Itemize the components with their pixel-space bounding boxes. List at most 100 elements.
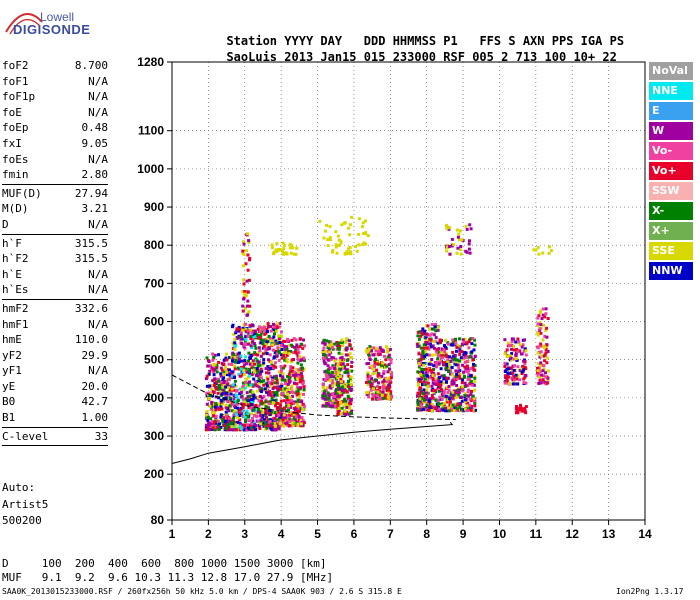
scatter-point <box>228 368 231 372</box>
scatter-point <box>384 358 388 362</box>
scatter-point <box>511 382 515 386</box>
scatter-point <box>277 413 281 417</box>
scatter-point <box>449 359 453 363</box>
scatter-point <box>508 343 512 347</box>
scatter-point <box>232 416 236 420</box>
scatter-point <box>473 380 477 384</box>
scatter-point <box>455 407 459 411</box>
scatter-point <box>345 250 349 254</box>
scatter-point <box>227 362 231 366</box>
scatter-point <box>296 361 300 365</box>
param-value: N/A <box>88 152 108 166</box>
scatter-point <box>261 401 265 405</box>
scatter-point <box>324 378 327 381</box>
scatter-point <box>505 379 509 383</box>
scatter-point <box>467 242 471 246</box>
scatter-point <box>270 396 274 400</box>
scatter-point <box>276 322 280 326</box>
scatter-point <box>244 338 248 342</box>
scatter-point <box>224 414 228 418</box>
param-name: foEs <box>2 152 29 166</box>
param-row: D N/A <box>2 217 108 233</box>
scatter-point <box>292 391 296 395</box>
scatter-point <box>365 349 369 352</box>
scatter-point <box>442 381 446 385</box>
scatter-point <box>430 409 434 412</box>
scatter-point <box>323 353 327 357</box>
scatter-point <box>426 381 430 385</box>
scatter-point <box>326 346 330 349</box>
scatter-point <box>468 377 471 381</box>
scatter-point <box>259 422 263 426</box>
scatter-point <box>232 398 236 402</box>
scatter-point <box>260 369 264 373</box>
scatter-point <box>420 396 424 400</box>
scatter-point <box>252 370 256 374</box>
scatter-point <box>246 335 250 338</box>
scatter-point <box>434 353 438 357</box>
scatter-point <box>541 369 545 373</box>
x-tick-label: 3 <box>241 527 248 541</box>
scatter-point <box>244 336 248 340</box>
scatter-point <box>223 421 227 425</box>
scatter-point <box>234 393 238 397</box>
scatter-point <box>422 343 426 347</box>
scatter-point <box>329 386 333 390</box>
scatter-point <box>376 397 380 401</box>
scatter-point <box>457 374 461 378</box>
scatter-point <box>523 347 527 351</box>
scatter-point <box>248 390 252 394</box>
scatter-point <box>440 374 444 378</box>
scatter-point <box>429 345 433 349</box>
scatter-point <box>452 243 456 247</box>
scatter-point <box>437 402 441 406</box>
scatter-point <box>212 355 216 359</box>
scatter-point <box>538 369 542 373</box>
scatter-point <box>541 378 545 382</box>
scatter-point <box>340 358 344 361</box>
scatter-point <box>430 384 434 388</box>
scatter-point <box>345 368 349 372</box>
scatter-point <box>251 338 255 342</box>
param-name: h`E <box>2 267 22 281</box>
scatter-point <box>456 403 460 407</box>
scatter-point <box>438 395 442 399</box>
scatter-point <box>448 397 452 401</box>
scatter-point <box>290 399 293 403</box>
scatter-point <box>301 381 305 385</box>
scatter-point <box>510 376 514 380</box>
scatter-point <box>422 374 426 378</box>
scatter-point <box>463 394 467 398</box>
scatter-point <box>289 369 293 373</box>
scatter-point <box>292 337 296 341</box>
scatter-point <box>343 252 347 256</box>
scatter-point <box>370 364 374 368</box>
scatter-point <box>440 404 444 408</box>
scatter-point <box>435 387 439 391</box>
scatter-point <box>448 355 452 359</box>
scatter-point <box>278 407 282 411</box>
scatter-point <box>468 403 472 407</box>
scatter-point <box>417 379 421 383</box>
param-row: B0 42.7 <box>2 394 108 410</box>
scatter-point <box>465 227 469 231</box>
scatter-point <box>238 387 242 391</box>
scatter-point <box>210 392 213 396</box>
scatter-point <box>327 371 331 375</box>
scatter-point <box>536 367 539 370</box>
scatter-point <box>463 351 467 355</box>
scatter-point <box>464 383 468 387</box>
scatter-point <box>271 343 275 347</box>
scatter-point <box>511 369 515 373</box>
param-name: foF2 <box>2 59 29 72</box>
scatter-point <box>213 424 217 428</box>
scatter-point <box>296 370 300 374</box>
scatter-point <box>208 369 212 373</box>
scatter-point <box>350 360 354 364</box>
scatter-point <box>460 378 464 382</box>
scatter-point <box>323 370 327 374</box>
scatter-point <box>366 390 370 394</box>
scatter-point <box>321 394 325 398</box>
scatter-point <box>220 392 224 396</box>
scatter-point <box>299 417 303 421</box>
